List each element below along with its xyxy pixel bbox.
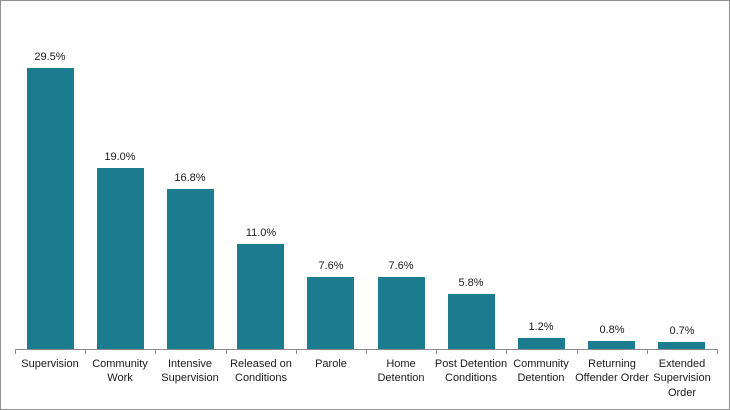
x-axis-tick xyxy=(296,349,297,354)
x-axis-label: Parole xyxy=(315,358,347,370)
data-label: 16.8% xyxy=(174,172,206,184)
bar xyxy=(237,244,284,349)
bar xyxy=(167,189,214,349)
x-axis-tick xyxy=(506,349,507,354)
x-axis-tick xyxy=(85,349,86,354)
x-axis-tick xyxy=(366,349,367,354)
x-axis-label: Extended Supervision Order xyxy=(653,358,711,399)
data-label: 7.6% xyxy=(318,260,344,272)
bar xyxy=(448,294,495,349)
bar xyxy=(307,277,354,349)
bar xyxy=(378,277,425,349)
data-label: 29.5% xyxy=(34,51,66,63)
x-axis-label: Released on Conditions xyxy=(230,358,292,385)
x-axis-tick xyxy=(577,349,578,354)
x-axis-tick xyxy=(226,349,227,354)
data-label: 11.0% xyxy=(245,227,277,239)
data-label: 0.8% xyxy=(599,324,625,336)
data-label: 5.8% xyxy=(458,277,484,289)
x-axis-label: Home Detention xyxy=(377,358,425,385)
bar xyxy=(518,338,565,349)
bar xyxy=(658,342,705,349)
data-label: 19.0% xyxy=(104,151,136,163)
x-axis-tick xyxy=(717,349,718,354)
bar xyxy=(588,341,635,349)
x-axis-label: Post Detention Conditions xyxy=(434,358,508,385)
x-axis-tick xyxy=(155,349,156,354)
x-axis-label: Community Detention xyxy=(513,358,569,385)
data-label: 1.2% xyxy=(528,321,554,333)
data-label: 0.7% xyxy=(669,325,695,337)
x-axis-tick xyxy=(647,349,648,354)
bar xyxy=(97,168,144,349)
data-label: 7.6% xyxy=(388,260,414,272)
x-axis-tick xyxy=(436,349,437,354)
x-axis-label: Intensive Supervision xyxy=(161,358,219,385)
x-axis-label: Returning Offender Order xyxy=(575,358,649,385)
x-axis-label: Supervision xyxy=(21,358,79,370)
bar xyxy=(27,68,74,349)
x-axis-label: Community Work xyxy=(92,358,148,385)
x-axis-tick xyxy=(15,349,16,354)
